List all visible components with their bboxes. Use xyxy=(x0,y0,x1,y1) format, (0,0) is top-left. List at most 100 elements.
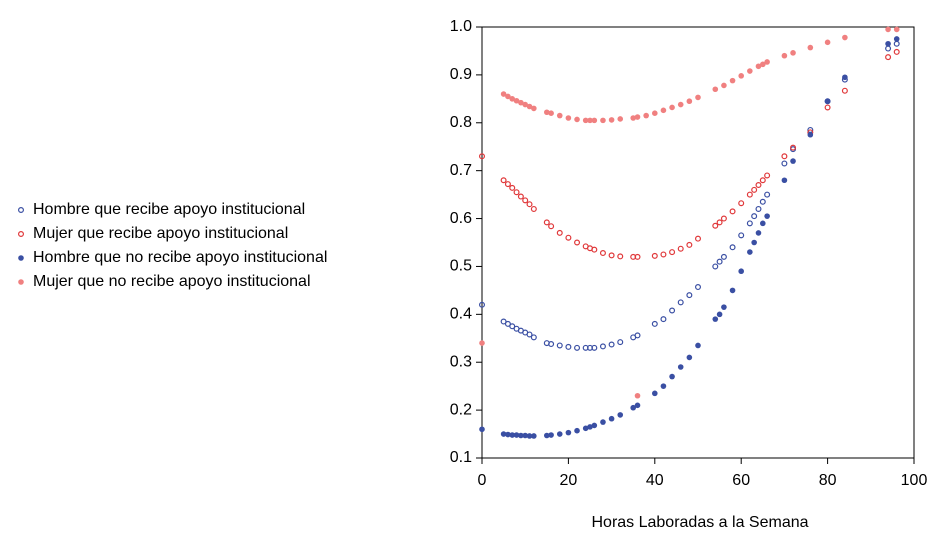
point xyxy=(526,433,533,439)
point xyxy=(643,112,649,119)
point xyxy=(513,189,520,196)
point xyxy=(694,284,701,291)
y-tick-label: 0.5 xyxy=(450,258,472,275)
point xyxy=(738,268,744,275)
point xyxy=(738,200,745,207)
legend-label: Hombre que no recibe apoyo institucional xyxy=(33,249,327,266)
point xyxy=(479,426,485,433)
point xyxy=(716,258,723,265)
point xyxy=(807,131,814,138)
point xyxy=(712,263,719,270)
point xyxy=(764,172,771,179)
point xyxy=(500,431,507,437)
point xyxy=(599,250,606,257)
point xyxy=(729,287,736,294)
point xyxy=(695,342,701,349)
point xyxy=(694,235,701,242)
point xyxy=(522,432,528,439)
point xyxy=(526,331,533,338)
point xyxy=(504,320,511,327)
point xyxy=(634,392,641,399)
point xyxy=(729,77,736,84)
point xyxy=(824,104,831,111)
point xyxy=(617,253,624,260)
point xyxy=(634,332,641,339)
point xyxy=(565,115,572,121)
point xyxy=(565,234,572,241)
point xyxy=(738,232,745,239)
point xyxy=(548,432,554,438)
point xyxy=(746,191,753,198)
point xyxy=(712,316,719,322)
y-tick-label: 1.0 xyxy=(450,18,472,35)
point xyxy=(634,114,641,120)
point xyxy=(747,68,753,74)
point xyxy=(759,177,766,184)
point xyxy=(509,184,516,191)
point xyxy=(885,45,892,52)
point xyxy=(543,219,550,226)
y-tick-label: 0.6 xyxy=(450,210,472,227)
point xyxy=(747,249,753,255)
point xyxy=(807,44,814,51)
point xyxy=(582,425,589,432)
point xyxy=(574,427,580,434)
point xyxy=(712,86,719,93)
point xyxy=(651,320,658,327)
point xyxy=(781,177,788,184)
point xyxy=(729,244,736,251)
point xyxy=(885,40,891,47)
point xyxy=(617,412,624,418)
point xyxy=(652,110,658,116)
point xyxy=(790,158,796,164)
point xyxy=(669,249,676,256)
point xyxy=(565,429,572,436)
point xyxy=(885,26,891,33)
point xyxy=(531,433,537,439)
point xyxy=(729,208,736,215)
point xyxy=(630,115,636,121)
point xyxy=(556,229,563,236)
point xyxy=(479,153,486,160)
y-tick-label: 0.7 xyxy=(450,162,472,179)
point xyxy=(755,63,762,70)
point xyxy=(738,73,744,79)
point xyxy=(530,334,537,341)
point xyxy=(505,431,511,438)
point xyxy=(544,109,550,116)
point xyxy=(608,117,615,123)
point xyxy=(721,82,727,89)
point xyxy=(617,339,624,346)
point xyxy=(677,299,684,306)
point xyxy=(686,354,693,361)
point xyxy=(509,96,516,102)
point xyxy=(686,98,693,105)
point xyxy=(531,105,537,112)
point xyxy=(677,364,684,370)
legend-marker xyxy=(18,207,25,214)
point xyxy=(842,74,848,81)
point xyxy=(500,318,507,325)
x-tick-label: 80 xyxy=(819,472,837,489)
point xyxy=(781,160,788,167)
point xyxy=(652,390,658,397)
point xyxy=(893,36,900,42)
legend-label: Mujer que recibe apoyo institucional xyxy=(33,225,288,242)
point xyxy=(842,34,848,41)
legend-marker xyxy=(18,279,24,285)
point xyxy=(634,253,641,260)
point xyxy=(509,432,516,438)
point xyxy=(591,422,598,429)
point xyxy=(574,344,581,351)
point xyxy=(720,253,727,260)
point xyxy=(479,340,485,346)
point xyxy=(669,373,675,380)
plot-frame xyxy=(481,26,915,459)
point xyxy=(764,59,770,65)
point xyxy=(660,107,667,114)
x-tick-label: 20 xyxy=(560,472,578,489)
legend-label: Mujer que no recibe apoyo institucional xyxy=(33,273,311,290)
point xyxy=(587,117,593,124)
point xyxy=(500,177,507,184)
